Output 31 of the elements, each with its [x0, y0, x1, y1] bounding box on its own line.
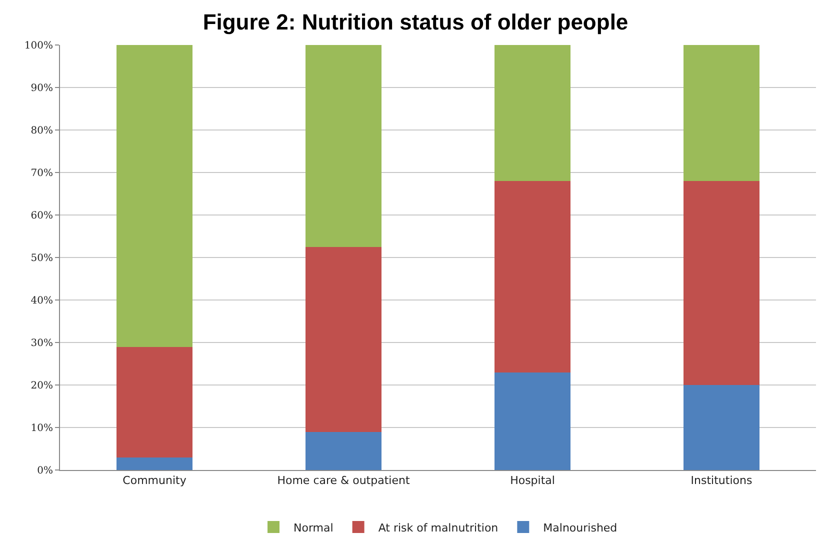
bar	[306, 432, 382, 470]
y-tick-label: 100%	[24, 40, 53, 52]
y-tick-label: 30%	[30, 338, 53, 349]
bar	[684, 385, 760, 470]
y-tick-label: 50%	[30, 253, 53, 264]
legend-label: Malnourished	[543, 521, 618, 534]
y-tick-label: 40%	[30, 296, 53, 306]
bar	[494, 181, 570, 372]
bar	[684, 45, 760, 181]
x-tick-label: Home care & outpatient	[277, 474, 410, 488]
y-tick-label: 70%	[30, 168, 53, 179]
x-tick-label: Institutions	[690, 474, 752, 488]
y-tick-label: 10%	[30, 423, 53, 434]
bar	[116, 457, 192, 470]
chart-title: Figure 2: Nutrition status of older people	[202, 9, 628, 34]
y-tick-label: 0%	[37, 466, 53, 476]
y-tick-label: 20%	[30, 380, 53, 392]
y-tick-label: 60%	[30, 210, 53, 222]
bar	[684, 181, 760, 385]
legend-label: Normal	[294, 521, 334, 534]
bar	[494, 45, 570, 181]
y-tick-label: 80%	[30, 126, 53, 136]
bar	[116, 45, 192, 347]
x-tick-label: Hospital	[510, 474, 555, 488]
bar	[494, 372, 570, 470]
legend-label: At risk of malnutrition	[378, 521, 498, 534]
bar	[306, 246, 382, 432]
y-tick-label: 90%	[30, 83, 53, 94]
bar	[116, 346, 192, 458]
bar	[306, 45, 382, 247]
x-tick-label: Community	[122, 474, 187, 488]
